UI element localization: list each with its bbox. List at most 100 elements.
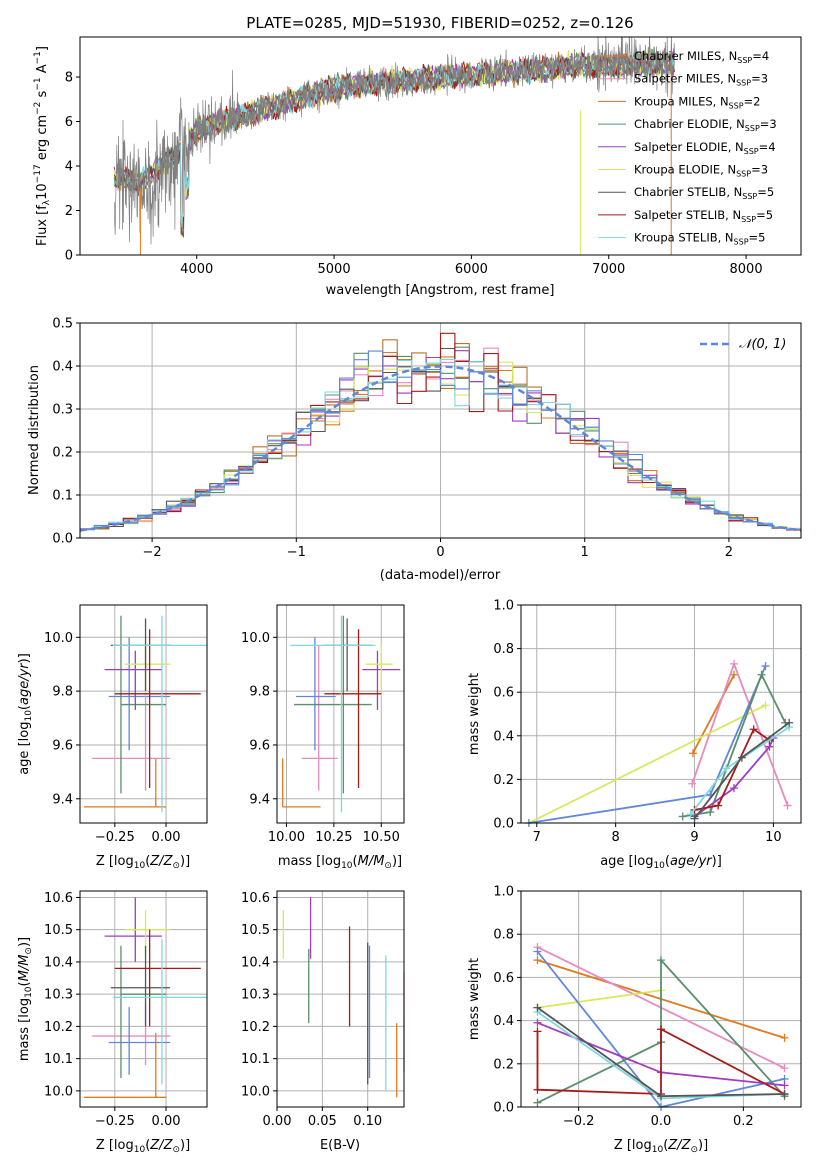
weight-marker-gray — [657, 1092, 665, 1101]
weight-marker-blue — [533, 947, 542, 956]
x-tick-label: −0.25 — [95, 1114, 135, 1129]
weight-marker-purple — [729, 784, 738, 793]
y-tick-label: 10.3 — [241, 988, 270, 1003]
spectrum-title: PLATE=0285, MJD=51930, FIBERID=0252, z=0… — [246, 14, 633, 32]
mass-vs-metallicity-panel: −0.25 0.00 10.0 10.1 10.2 10.3 10.4 10.5 10.6 Z … — [17, 890, 208, 1155]
weight-series-green — [537, 957, 786, 1104]
weight-marker-gray — [690, 814, 699, 823]
mass-z-ylabel: mass [log10(M/M⊙)] — [17, 937, 34, 1061]
legend-label-main: Chabrier ELODIE, N — [634, 117, 745, 131]
spectrum-panel: PLATE=0285, MJD=51930, FIBERID=0252, z=0… — [33, 14, 802, 298]
observed-spectrum — [113, 37, 676, 245]
y-tick-label: 0.6 — [493, 686, 514, 701]
x-tick-label: −0.2 — [563, 1114, 595, 1129]
weight-marker-gray — [737, 753, 746, 762]
age-mass-frame — [276, 604, 405, 824]
legend-label-main: Salpeter STELIB, N — [634, 208, 741, 222]
x-tick-label: 0.00 — [263, 1114, 292, 1129]
weight-age-ylabel: mass weight — [467, 673, 482, 755]
legend-label-main: Kroupa MILES, N — [634, 94, 729, 108]
y-tick-label: 0.2 — [52, 446, 73, 461]
legend-label: Kroupa STELIB, NSSP=5 — [634, 231, 765, 247]
mass-vs-ebv-panel: 0.00 0.05 0.10 10.0 10.1 10.2 10.3 10.4 10.5 10.6… — [241, 890, 405, 1153]
legend-label-main: Kroupa STELIB, N — [634, 231, 734, 245]
legend-label-end: =5 — [757, 185, 774, 199]
y-tick-label: 10.2 — [44, 1020, 73, 1035]
y-tick-label: 0.2 — [493, 1057, 514, 1072]
age-z-ylabel: age [log10(age/yr)] — [17, 653, 34, 775]
weight-marker-green — [678, 812, 687, 821]
mass-z-frame — [79, 890, 208, 1108]
weight-marker-purple — [780, 1081, 789, 1090]
weight-marker-gray — [780, 1090, 789, 1099]
legend-label-end: =4 — [752, 49, 769, 63]
y-tick-label: 10.6 — [44, 891, 73, 906]
legend-label-sub: SSP — [745, 124, 760, 133]
weight-series-purple — [693, 737, 775, 818]
age-z-xlabel: Z [log10(Z/Z⊙)] — [96, 854, 190, 871]
spectrum-xlabel: wavelength [Angstrom, rest frame] — [326, 283, 555, 298]
weight-marker-green — [757, 670, 766, 679]
weight-vs-age-panel: 7 8 9 10 0.0 0.2 0.4 0.6 0.8 1.0 age [log10(age/y… — [467, 599, 802, 871]
y-tick-label: 10.0 — [44, 631, 73, 646]
legend-label-end: =3 — [751, 163, 768, 177]
y-tick-label: 9.4 — [249, 792, 270, 807]
x-tick-label: 2 — [725, 545, 733, 560]
histogram-xlabel: (data-model)/error — [380, 568, 501, 583]
x-tick-label: 9 — [690, 830, 698, 845]
x-tick-label: −1 — [287, 545, 306, 560]
legend-label-sub: SSP — [742, 192, 757, 201]
weight-marker-red — [533, 1027, 542, 1036]
y-tick-label: 0.0 — [493, 1101, 514, 1116]
legend-label-main: Chabrier STELIB, N — [634, 185, 742, 199]
y-tick-label: 1.0 — [493, 599, 514, 614]
legend-label-sub: SSP — [737, 56, 752, 65]
legend-label-end: =5 — [756, 208, 773, 222]
y-tick-label: 9.6 — [249, 738, 270, 753]
gaussian-legend-label: 𝒩(0, 1) — [739, 337, 786, 352]
legend-label-main: Kroupa ELODIE, N — [634, 163, 736, 177]
weight-marker-orange — [780, 1033, 789, 1042]
y-tick-label: 6 — [65, 115, 73, 130]
y-tick-label: 0.4 — [493, 729, 514, 744]
x-tick-label: 0 — [436, 545, 444, 560]
weight-marker-gray — [533, 1003, 542, 1012]
x-tick-label: 0.00 — [152, 830, 181, 845]
weight-marker-pink — [729, 659, 738, 668]
y-tick-label: 10.4 — [241, 955, 270, 970]
x-tick-label: −0.25 — [95, 830, 135, 845]
weight-marker-red — [533, 1085, 542, 1094]
weight-marker-red — [749, 725, 758, 734]
weight-marker-blue — [761, 662, 770, 671]
age-z-frame — [79, 604, 208, 824]
mass-z-xlabel: Z [log10(Z/Z⊙)] — [96, 1138, 190, 1155]
y-tick-label: 9.6 — [52, 738, 73, 753]
y-tick-label: 10.1 — [241, 1052, 270, 1067]
y-tick-label: 8 — [65, 71, 73, 86]
weight-marker-pink — [783, 801, 792, 810]
legend-label-sub: SSP — [736, 170, 751, 179]
weight-marker-purple — [533, 1018, 542, 1027]
gaussian-curve — [80, 365, 801, 532]
weight-z-xlabel: Z [log10(Z/Z⊙)] — [614, 1138, 708, 1155]
y-tick-label: 0.0 — [493, 817, 514, 832]
legend-label: Kroupa MILES, NSSP=2 — [634, 94, 760, 110]
x-tick-label: −2 — [143, 545, 162, 560]
y-tick-label: 10.5 — [44, 923, 73, 938]
y-tick-label: 0.3 — [52, 403, 73, 418]
weight-marker-green — [533, 1098, 542, 1107]
mass-ebv-xlabel: E(B-V) — [320, 1138, 360, 1153]
legend-label-end: =2 — [744, 94, 761, 108]
y-tick-label: 9.4 — [52, 792, 73, 807]
x-tick-label: 0.2 — [733, 1114, 754, 1129]
legend-label-end: =3 — [751, 72, 768, 86]
weight-age-xlabel: age [log10(age/yr)] — [600, 854, 722, 871]
x-tick-label: 10.50 — [363, 830, 400, 845]
y-tick-label: 0.2 — [493, 773, 514, 788]
x-tick-label: 5000 — [318, 262, 351, 277]
weight-z-ylabel: mass weight — [467, 958, 482, 1040]
x-tick-label: 8 — [612, 830, 620, 845]
y-tick-label: 10.2 — [241, 1020, 270, 1035]
y-tick-label: 2 — [65, 204, 73, 219]
